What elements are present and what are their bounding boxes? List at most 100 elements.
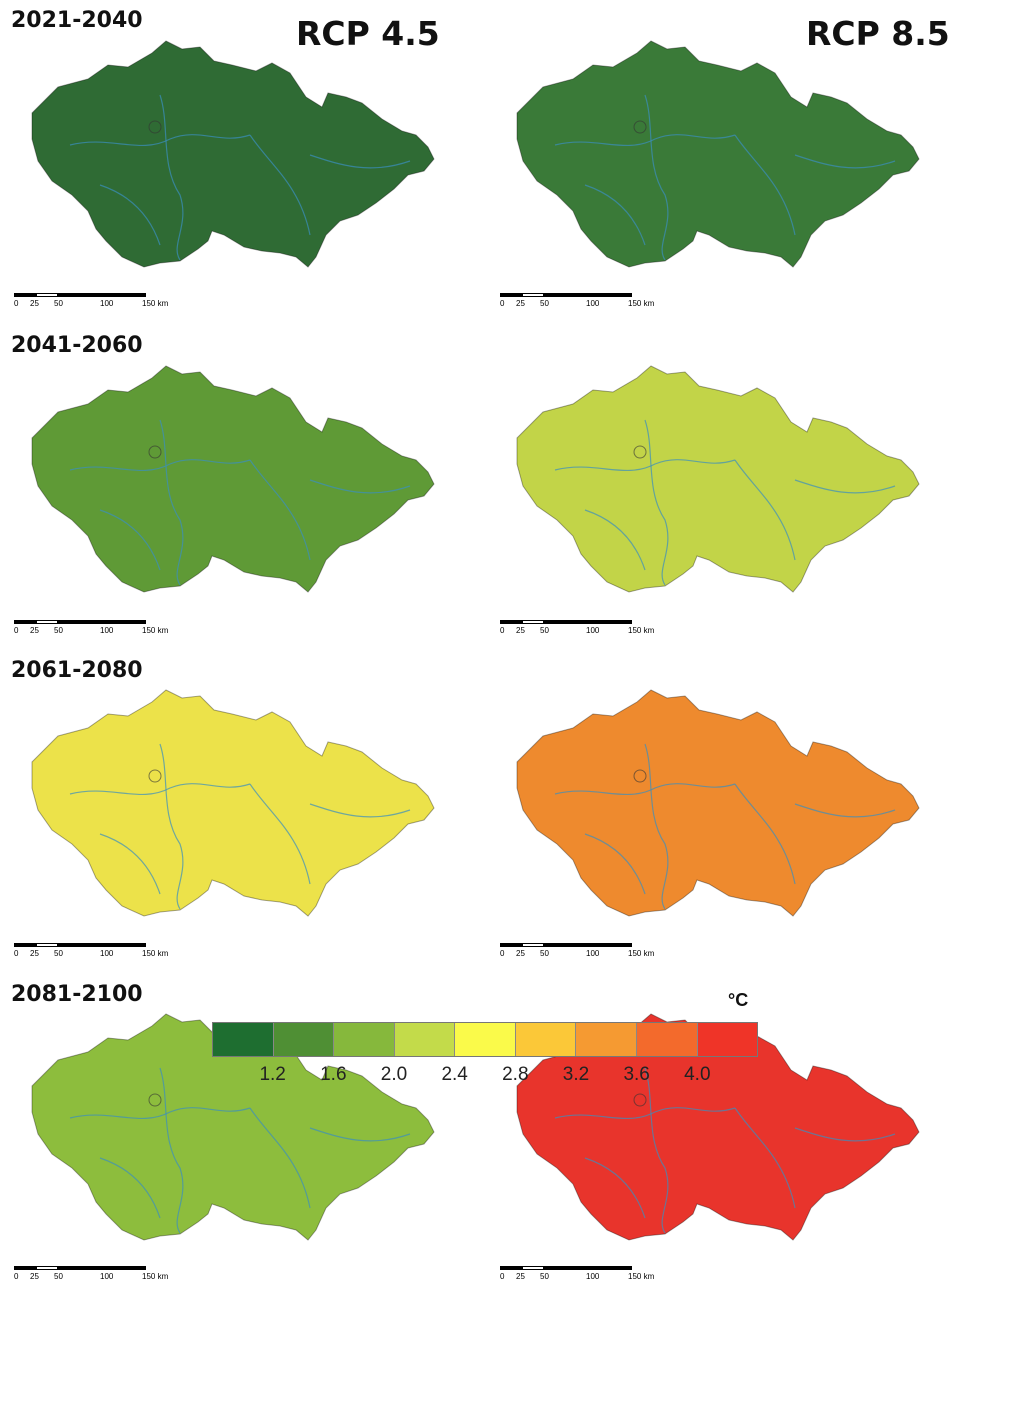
scalebar-2-right: 0 25 50 100 150 km [500,620,680,642]
scalebar-label: 50 [54,1272,63,1281]
legend-swatch [636,1023,698,1056]
scalebar-segment [500,943,522,947]
scalebar-label: 100 [100,1272,114,1281]
scalebar-label: 150 km [142,949,169,958]
scalebar-segment [544,943,588,947]
scalebar-label: 100 [100,626,114,635]
scalebar-segment [522,620,544,624]
river-line [554,459,736,471]
scalebar-3-left: 0 25 50 100 150 km [14,943,194,965]
legend-swatch [697,1023,758,1056]
scalebar-segment [102,293,146,297]
scalebar-segment [588,943,632,947]
city-marker [633,769,647,783]
scalebar-label: 150 km [628,626,655,635]
river-line [554,783,736,795]
river-line [554,1107,736,1119]
river-line [644,743,669,910]
river-line [69,134,251,146]
river-line [159,94,184,261]
river-line [309,479,411,494]
legend-tick-label: 1.6 [320,1064,347,1085]
scalebar-label: 100 [586,626,600,635]
city-marker [148,1093,162,1107]
river-line [159,743,184,910]
city-marker [148,120,162,134]
scalebar-segment [58,620,102,624]
river-line [159,419,184,586]
river-line [99,833,161,895]
river-line [99,184,161,246]
scalebar-segment [58,1266,102,1270]
map-rcp45-2021-2040 [31,40,435,268]
river-line [794,479,896,494]
scalebar-label: 0 [500,299,505,308]
scalebar-label: 50 [54,949,63,958]
river-line [734,134,796,236]
scalebar-4-right: 0 25 50 100 150 km [500,1266,680,1288]
country-region [516,365,920,593]
river-line [69,459,251,471]
map-rcp45-2061-2080 [31,689,435,917]
legend-swatch [576,1023,637,1056]
country-region [516,689,920,917]
scalebar-label: 50 [540,949,549,958]
country-region [31,1013,435,1241]
river-line [309,154,411,169]
legend-tick-label: 3.2 [562,1064,590,1085]
scalebar-label: 0 [14,949,19,958]
scalebar-label: 50 [540,626,549,635]
legend-swatch [515,1023,577,1056]
period-label-2: 2041-2060 [11,333,143,358]
river-line [69,1107,251,1119]
river-line [644,94,669,261]
river-line [734,459,796,561]
river-line [249,134,311,236]
city-marker [633,120,647,134]
scalebar-label: 50 [540,1272,549,1281]
river-line [584,1157,646,1219]
scalebar-label: 0 [14,299,19,308]
scalebar-label: 0 [500,1272,505,1281]
legend-swatch [273,1023,335,1056]
scalebar-label: 25 [516,299,525,308]
scalebar-label: 150 km [142,299,169,308]
scalebar-1-right: 0 25 50 100 150 km [500,293,680,315]
scalebar-segment [522,293,544,297]
scalebar-label: 100 [586,949,600,958]
scalebar-label: 25 [30,1272,39,1281]
river-line [644,419,669,586]
scalebar-segment [522,943,544,947]
scalebar-segment [14,293,36,297]
scalebar-segment [500,1266,522,1270]
scalebar-label: 100 [100,299,114,308]
legend-tick-label: 4.0 [684,1064,711,1085]
scalebar-segment [588,293,632,297]
scalebar-label: 25 [516,1272,525,1281]
river-line [794,1127,896,1142]
scalebar-label: 150 km [142,626,169,635]
river-line [69,783,251,795]
scalebar-segment [36,620,58,624]
city-marker [148,769,162,783]
scalebar-segment [14,1266,36,1270]
city-marker [633,445,647,459]
scalebar-segment [58,943,102,947]
scalebar-label: 25 [30,949,39,958]
scalebar-segment [500,620,522,624]
river-line [554,134,736,146]
scalebar-segment [102,1266,146,1270]
river-line [734,1107,796,1209]
river-line [249,783,311,885]
scalebar-label: 25 [516,949,525,958]
scalebar-segment [36,1266,58,1270]
country-region [31,689,435,917]
river-line [794,803,896,818]
river-line [99,509,161,571]
scalebar-label: 0 [14,626,19,635]
scalebar-1-left: 0 25 50 100 150 km [14,293,194,315]
legend-unit: °C [728,990,749,1010]
scalebar-label: 25 [30,299,39,308]
country-region [31,40,435,268]
scalebar-segment [36,943,58,947]
